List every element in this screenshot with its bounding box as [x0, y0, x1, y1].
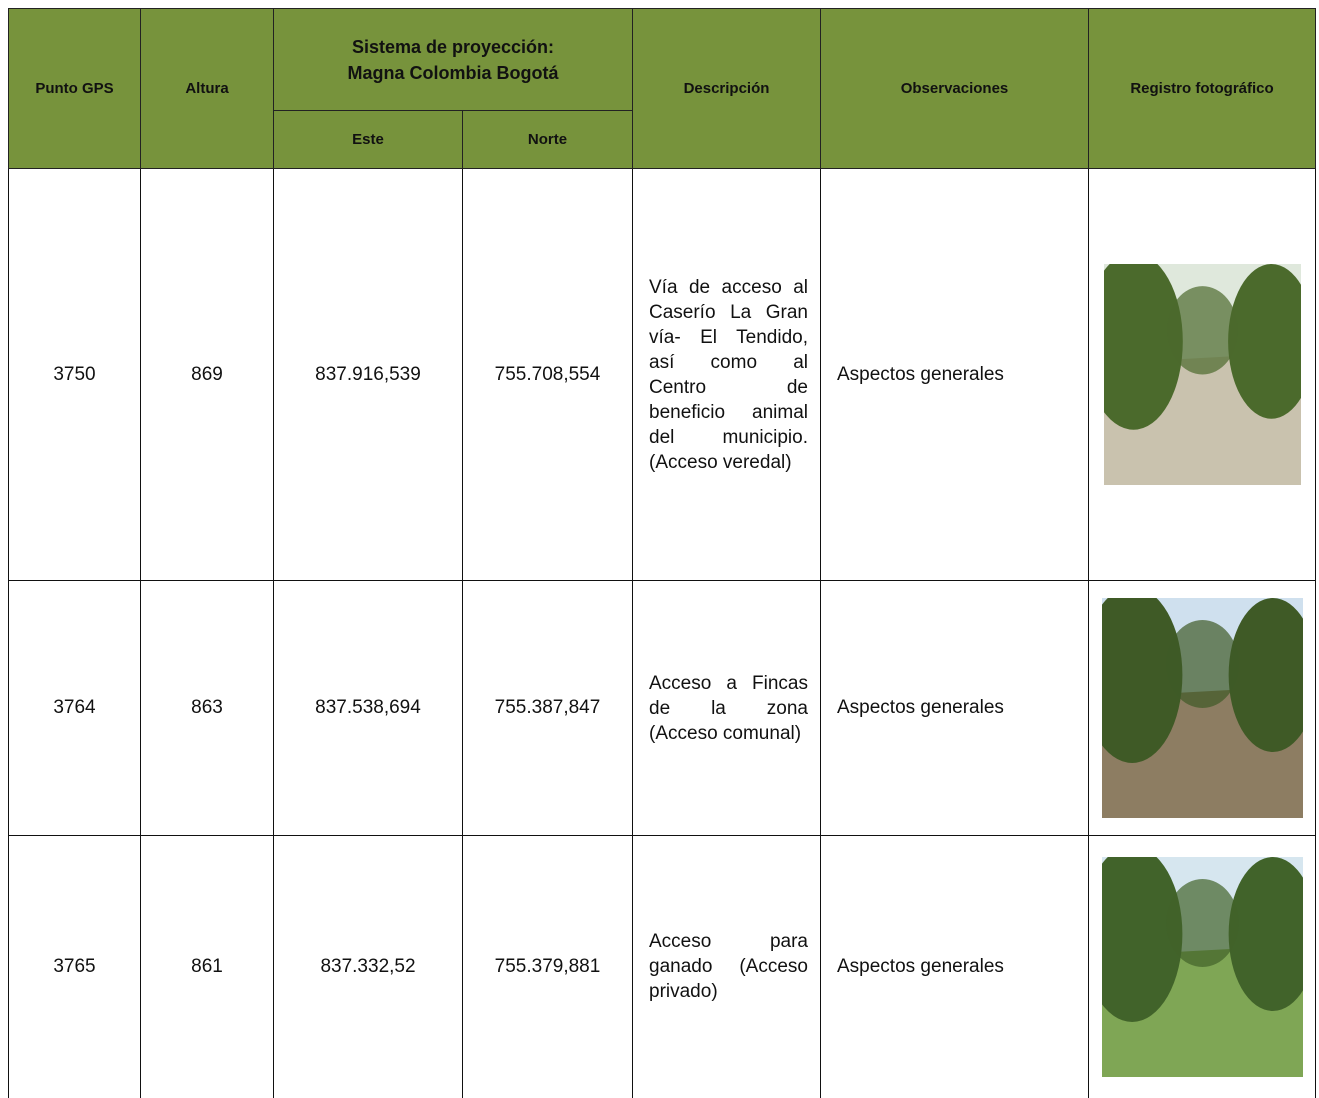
table-cell: Aspectos generales	[821, 836, 1089, 1098]
table-cell: 869	[141, 169, 274, 581]
table-cell: 755.379,881	[463, 836, 633, 1098]
header-cell: Observaciones	[821, 9, 1089, 169]
photo-cell	[1089, 836, 1316, 1098]
header-cell: Punto GPS	[9, 9, 141, 169]
table-cell: 3750	[9, 169, 141, 581]
header-cell: Norte	[463, 111, 633, 169]
photo-cell	[1089, 169, 1316, 581]
header-cell: Sistema de proyección: Magna Colombia Bog…	[274, 9, 633, 111]
header-cell: Este	[274, 111, 463, 169]
table-cell: 837.916,539	[274, 169, 463, 581]
table-cell: Aspectos generales	[821, 169, 1089, 581]
photo	[1102, 857, 1303, 1077]
table-cell: 755.387,847	[463, 581, 633, 836]
gps-table: Punto GPS Altura Sistema de proyección: M…	[8, 8, 1316, 1098]
header-text: Sistema de proyección:	[352, 37, 554, 57]
table-cell: Vía de acceso al Caserío La Gran vía- El…	[633, 169, 821, 581]
table-cell: 837.332,52	[274, 836, 463, 1098]
table-cell: 3765	[9, 836, 141, 1098]
header-cell: Registro fotográfico	[1089, 9, 1316, 169]
table-cell: 3764	[9, 581, 141, 836]
header-cell: Descripción	[633, 9, 821, 169]
photo-cell	[1089, 581, 1316, 836]
photo	[1104, 264, 1301, 485]
table-cell: Acceso a Fincas de la zona (Acceso comun…	[633, 581, 821, 836]
table-cell: 837.538,694	[274, 581, 463, 836]
header-text: Magna Colombia Bogotá	[348, 63, 559, 83]
header-cell: Altura	[141, 9, 274, 169]
table-cell: 861	[141, 836, 274, 1098]
table-cell: 863	[141, 581, 274, 836]
page: Punto GPS Altura Sistema de proyección: M…	[0, 0, 1319, 1095]
table-cell: Acceso para ganado (Acceso privado)	[633, 836, 821, 1098]
table-cell: 755.708,554	[463, 169, 633, 581]
photo	[1102, 598, 1303, 818]
table-cell: Aspectos generales	[821, 581, 1089, 836]
